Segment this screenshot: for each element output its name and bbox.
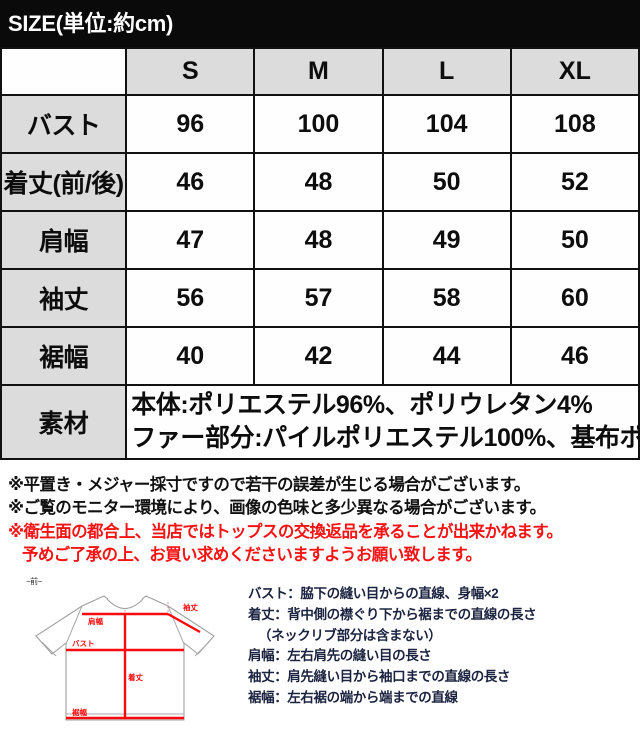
cell-hem-m: 42 xyxy=(253,326,384,386)
row-label-hem: 裾幅 xyxy=(0,326,128,386)
cell-length-l: 50 xyxy=(381,152,512,212)
page-title: SIZE(単位:約cm) xyxy=(8,10,174,36)
measurement-definitions: バスト：脇下の縫い目からの直線、身幅×2 着丈：背中側の襟ぐり下から裾までの直線… xyxy=(248,576,640,710)
table-row-bust: バスト 96 100 104 108 xyxy=(0,94,640,154)
row-label-shoulder: 肩幅 xyxy=(0,210,128,270)
cell-length-m: 48 xyxy=(253,152,384,212)
row-label-bust: バスト xyxy=(0,94,128,154)
material-line-body: 本体:ポリエステル96%、ポリウレタン4% xyxy=(131,391,593,419)
cell-hem-xl: 46 xyxy=(509,326,640,386)
table-header-row: S M L XL xyxy=(0,47,640,96)
cell-hem-l: 44 xyxy=(381,326,512,386)
table-row-length: 着丈(前/後) 46 48 50 52 xyxy=(0,152,640,212)
diagram-label-sleeve: 袖丈 xyxy=(182,602,198,612)
cell-length-xl: 52 xyxy=(509,152,640,212)
table-row-material: 素材 本体:ポリエステル96%、ポリウレタン4% ファー部分:パイルポリエステル… xyxy=(0,384,640,460)
size-header-m: M xyxy=(253,47,384,96)
cell-sleeve-m: 57 xyxy=(253,268,384,328)
cell-sleeve-xl: 60 xyxy=(509,268,640,328)
definition-hem: 裾幅：左右裾の端から端までの直線 xyxy=(248,690,458,706)
definition-length: 着丈：背中側の襟ぐり下から裾までの直線の長さ xyxy=(248,606,537,622)
row-label-sleeve: 袖丈 xyxy=(0,268,128,328)
size-chart-table: S M L XL バスト 96 100 104 108 着丈(前/後) 46 4… xyxy=(0,47,640,460)
definition-shoulder: 肩幅：左右肩先の縫い目の長さ xyxy=(248,648,432,664)
cell-length-s: 46 xyxy=(125,152,256,212)
material-composition: 本体:ポリエステル96%、ポリウレタン4% ファー部分:パイルポリエステル100… xyxy=(125,384,640,460)
size-header-s: S xyxy=(125,47,256,96)
table-row-shoulder: 肩幅 47 48 49 50 xyxy=(0,210,640,270)
cell-shoulder-m: 48 xyxy=(253,210,384,270)
table-row-sleeve: 袖丈 56 57 58 60 xyxy=(0,268,640,328)
cell-sleeve-s: 56 xyxy=(125,268,256,328)
note-no-return: ※衛生面の都合上、当店ではトップスの交換返品を承ることが出来かねます。 xyxy=(8,522,563,541)
notes-block: ※平置き・メジャー採寸ですので若干の誤差が生じる場合がございます。 ※ご覧のモニ… xyxy=(0,460,640,568)
cell-bust-xl: 108 xyxy=(509,94,640,154)
cell-bust-l: 104 xyxy=(381,94,512,154)
size-title-bar: SIZE(単位:約cm) xyxy=(0,0,640,47)
diagram-label-shoulder: 肩幅 xyxy=(88,616,103,626)
diagram-front-label: −前− xyxy=(26,576,42,586)
row-label-length: 着丈(前/後) xyxy=(0,152,128,212)
note-measurement-tolerance: ※平置き・メジャー採寸ですので若干の誤差が生じる場合がございます。 xyxy=(8,476,530,494)
cell-shoulder-l: 49 xyxy=(381,210,512,270)
tshirt-diagram-icon: 肩幅 袖丈 バスト 着丈 裾幅 xyxy=(35,595,215,721)
size-header-l: L xyxy=(381,47,512,96)
size-header-xl: XL xyxy=(509,47,640,96)
cell-shoulder-s: 47 xyxy=(125,210,256,270)
definition-bust: バスト：脇下の縫い目からの直線、身幅×2 xyxy=(248,585,499,601)
cell-hem-s: 40 xyxy=(125,326,256,386)
row-label-material: 素材 xyxy=(0,384,128,460)
cell-bust-m: 100 xyxy=(253,94,384,154)
tshirt-diagram-wrap: −前− xyxy=(0,576,248,733)
cell-bust-s: 96 xyxy=(125,94,256,154)
table-row-hem: 裾幅 40 42 44 46 xyxy=(0,326,640,386)
diagram-label-length: 着丈 xyxy=(127,672,143,682)
note-monitor-color: ※ご覧のモニター環境により、画像の色味と多少異なる場合がございます。 xyxy=(8,499,546,518)
material-line-fur: ファー部分:パイルポリエステル100%、基布ポリエステル100% xyxy=(131,424,640,452)
diagram-label-bust: バスト xyxy=(72,639,95,648)
cell-sleeve-l: 58 xyxy=(381,268,512,328)
table-corner-cell xyxy=(0,47,128,96)
cell-shoulder-xl: 50 xyxy=(509,210,640,270)
measurement-guide-section: −前− xyxy=(0,568,640,733)
definition-length-note: （ネックリブ部分は含まない） xyxy=(258,627,442,643)
note-no-return-continued: 予めご了承の上、お買い求めくださいますようお願い致します。 xyxy=(22,546,482,565)
definition-sleeve: 袖丈：肩先縫い目から袖口までの直線の長さ xyxy=(248,669,510,685)
diagram-label-hem: 裾幅 xyxy=(72,707,87,717)
